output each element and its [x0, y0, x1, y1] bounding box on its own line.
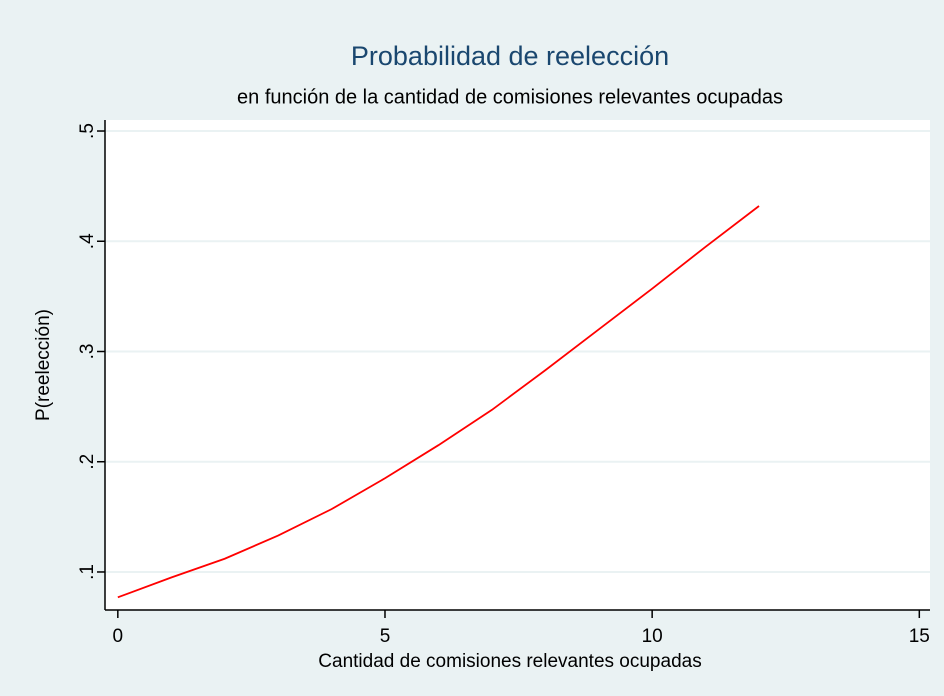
x-axis-label: Cantidad de comisiones relevantes ocupad… — [318, 651, 701, 672]
y-axis-label: P(reelección) — [33, 309, 54, 421]
plot-area — [105, 120, 930, 610]
x-tick-label: 5 — [380, 626, 391, 647]
y-tick-label: .4 — [77, 233, 98, 249]
x-tick-label: 0 — [113, 626, 124, 647]
chart-subtitle: en función de la cantidad de comisiones … — [237, 86, 783, 108]
chart-title: Probabilidad de reelección — [351, 41, 669, 71]
x-tick-label: 15 — [909, 626, 930, 647]
y-tick-label: .1 — [77, 564, 98, 580]
line-series — [117, 205, 760, 599]
y-tick-label: .3 — [77, 344, 98, 360]
x-tick-label: 10 — [642, 626, 663, 647]
y-tick-label: .5 — [77, 123, 98, 139]
y-tick-label: .2 — [77, 454, 98, 470]
